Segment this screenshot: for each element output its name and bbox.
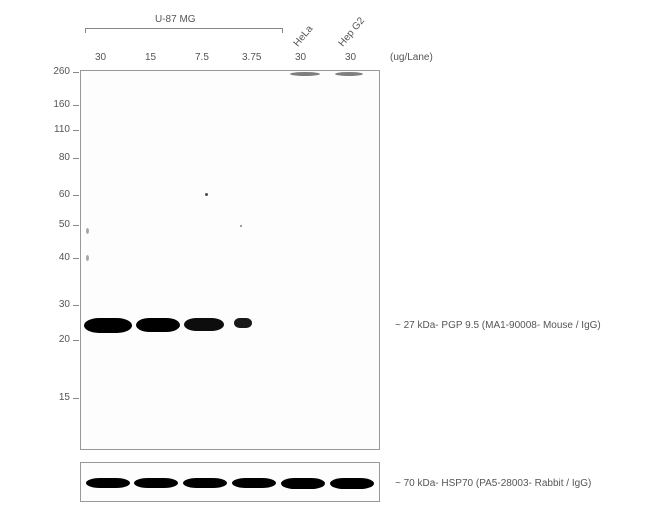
loading-band <box>183 478 227 488</box>
mw-label: 110 <box>40 124 70 135</box>
artifact-spot <box>205 193 208 196</box>
lane-load-amount: 30 <box>345 52 356 63</box>
artifact-spot <box>86 255 89 261</box>
loading-band <box>232 478 276 488</box>
mw-label: 50 <box>40 219 70 230</box>
mw-label: 80 <box>40 152 70 163</box>
mw-tick <box>73 105 79 106</box>
loading-band <box>330 478 374 489</box>
lane-load-amount: 3.75 <box>242 52 261 63</box>
hepg2-label: Hep G2 <box>337 16 368 49</box>
lane-load-amount: 15 <box>145 52 156 63</box>
load-units-label: (ug/Lane) <box>390 52 433 63</box>
mw-tick <box>73 225 79 226</box>
mw-tick <box>73 305 79 306</box>
mw-label: 60 <box>40 189 70 200</box>
mw-label: 260 <box>40 66 70 77</box>
mw-tick <box>73 158 79 159</box>
mw-label: 160 <box>40 99 70 110</box>
loading-band-annotation: ~ 70 kDa- HSP70 (PA5-28003- Rabbit / IgG… <box>395 478 591 489</box>
loading-band <box>86 478 130 488</box>
loading-band <box>281 478 325 489</box>
mw-tick <box>73 72 79 73</box>
artifact-spot <box>335 72 363 76</box>
mw-label: 40 <box>40 252 70 263</box>
western-blot-panel <box>80 70 380 450</box>
artifact-spot <box>290 72 320 76</box>
mw-tick <box>73 398 79 399</box>
mw-label: 20 <box>40 334 70 345</box>
sample-group-bracket <box>85 28 283 33</box>
hela-label: HeLa <box>292 24 316 49</box>
lane-load-amount: 30 <box>295 52 306 63</box>
mw-tick <box>73 258 79 259</box>
target-band-annotation: ~ 27 kDa- PGP 9.5 (MA1-90008- Mouse / Ig… <box>395 320 601 331</box>
sample-group-label: U-87 MG <box>155 14 196 25</box>
mw-tick <box>73 195 79 196</box>
loading-band <box>134 478 178 488</box>
target-band <box>234 318 252 328</box>
artifact-spot <box>240 225 242 227</box>
artifact-spot <box>86 228 89 234</box>
mw-tick <box>73 340 79 341</box>
target-band <box>136 318 180 332</box>
lane-load-amount: 7.5 <box>195 52 209 63</box>
mw-label: 30 <box>40 299 70 310</box>
lane-load-amount: 30 <box>95 52 106 63</box>
mw-tick <box>73 130 79 131</box>
target-band <box>84 318 132 333</box>
mw-label: 15 <box>40 392 70 403</box>
target-band <box>184 318 224 331</box>
